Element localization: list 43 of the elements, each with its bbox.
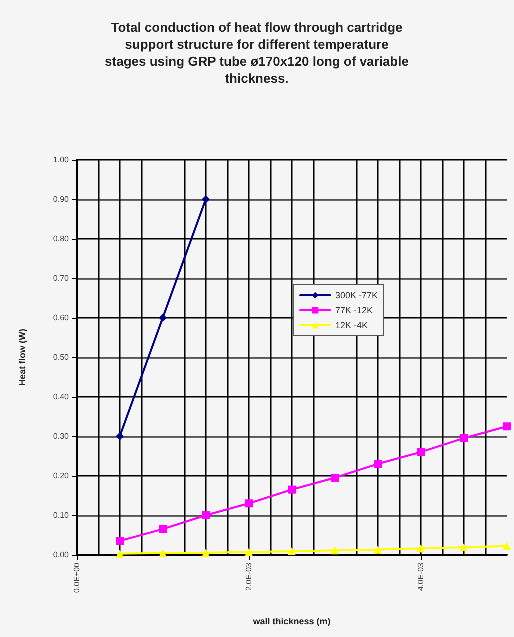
point xyxy=(202,549,210,558)
y-tick-label: 0.50 xyxy=(53,353,70,362)
point xyxy=(245,500,253,508)
point xyxy=(202,512,210,520)
point xyxy=(417,544,425,553)
point xyxy=(116,537,124,546)
y-tick-label: 0.20 xyxy=(53,472,70,480)
y-axis-title: Heat flow (W) xyxy=(18,329,28,386)
y-tick-label: 0.80 xyxy=(53,234,70,244)
legend-label: 300K -77K xyxy=(335,290,378,300)
y-tick-label: 0.90 xyxy=(53,195,70,204)
legend-label: 12K -4K xyxy=(335,320,368,330)
point xyxy=(159,549,167,558)
x-tick-label: 2.0E-03 xyxy=(244,562,254,592)
x-tick-label: 4.0E-03 xyxy=(416,562,426,592)
point xyxy=(159,314,167,322)
point xyxy=(159,525,167,534)
legend-label: 77K -12K xyxy=(335,306,373,316)
y-tick-label: 0.00 xyxy=(53,550,70,560)
point xyxy=(202,196,210,204)
point xyxy=(116,550,124,558)
point xyxy=(331,546,339,555)
point xyxy=(288,547,296,556)
y-tick-label: 0.40 xyxy=(53,392,70,402)
point xyxy=(331,474,339,482)
y-tick-label: 0.10 xyxy=(53,511,70,520)
point xyxy=(374,546,382,554)
point xyxy=(417,448,425,456)
y-tick-label: 0.70 xyxy=(53,274,70,283)
point xyxy=(245,548,253,556)
point xyxy=(374,460,382,468)
point xyxy=(460,434,468,442)
x-axis-title: wall thickness (m) xyxy=(252,616,331,626)
chart-title: Total conduction of heat flow through cartridge support structure for different temperature stages using GRP tube ø170x120 long of variable thickness. xyxy=(105,20,409,86)
y-tick-label: 1.00 xyxy=(53,156,70,164)
y-tick-label: 0.30 xyxy=(53,432,70,441)
point xyxy=(116,432,124,440)
y-tick-label: 0.60 xyxy=(53,314,70,322)
point xyxy=(503,422,511,431)
x-tick-label: 0.0E+00 xyxy=(72,562,82,594)
point xyxy=(460,543,468,552)
point xyxy=(288,486,296,494)
point xyxy=(503,542,511,550)
